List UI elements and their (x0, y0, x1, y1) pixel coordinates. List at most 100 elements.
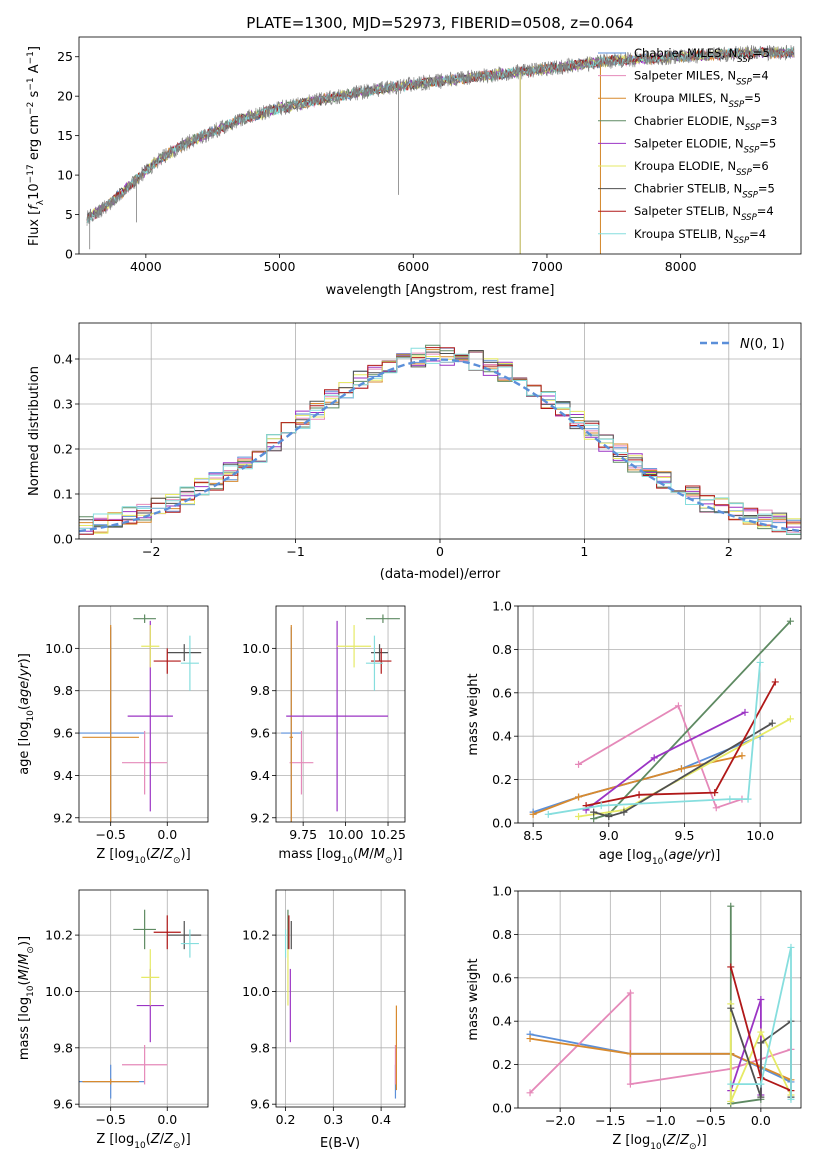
x-tick-label: 0.0 (157, 827, 177, 842)
weight-line (593, 620, 792, 820)
plot-area (79, 909, 202, 1099)
axes-frame (78, 605, 209, 823)
axes-frame (517, 605, 802, 824)
y-tick-label: 0 (65, 247, 73, 262)
x-tick-label: 0.2 (276, 1112, 296, 1127)
legend-entry: Salpeter ELODIE, NSSP=5 (634, 136, 776, 155)
normal-curve (79, 358, 801, 533)
y-tick-label: 10.0 (242, 984, 270, 999)
x-axis-label: E(B-V) (320, 1136, 360, 1151)
weight-marker (575, 793, 583, 801)
x-tick-label: −1.5 (595, 1113, 625, 1128)
weight-line (548, 662, 761, 816)
x-tick-label: 8.5 (523, 828, 543, 843)
weight-line (585, 711, 746, 811)
error-point (180, 929, 199, 958)
axes-frame (78, 36, 802, 255)
y-tick-label: 25 (57, 49, 73, 64)
panel-age-weight: 8.5 9.0 9.5 10.0 0.0 0.2 0.4 0.6 0.8 1.0 (492, 599, 802, 843)
x-axis-label: (data-model)/error (380, 567, 501, 582)
y-tick-label: 0.2 (492, 772, 512, 787)
y-axis-label: mass weight (466, 673, 481, 755)
weight-marker (626, 1080, 634, 1088)
x-tick-label: 5000 (264, 259, 296, 274)
x-tick-label: −0.5 (96, 827, 126, 842)
y-tick-label: 0.0 (492, 816, 512, 831)
weight-marker (727, 902, 735, 910)
weight-line (593, 722, 773, 818)
y-tick-label: 0.4 (492, 1014, 512, 1029)
y-tick-label: 0.3 (53, 397, 73, 412)
plot-area (86, 44, 795, 254)
error-point (122, 730, 168, 795)
weight-marker (768, 719, 776, 727)
x-axis-label: age [log10(age/yr)] (599, 848, 721, 867)
x-tick-label: 9.5 (675, 828, 695, 843)
legend-entry: Salpeter MILES, NSSP=4 (634, 69, 769, 88)
x-tick-label: 10.0 (746, 828, 774, 843)
weight-marker (597, 802, 605, 810)
y-tick-label: 9.8 (250, 1040, 270, 1055)
x-tick-label: −1.0 (645, 1113, 675, 1128)
weight-marker (605, 812, 613, 820)
y-tick-label: 10.2 (45, 928, 73, 943)
weight-line (730, 947, 792, 1100)
y-tick-label: 20 (57, 89, 73, 104)
weight-marker (757, 1093, 765, 1101)
legend-entry: Chabrier MILES, NSSP=5 (634, 46, 770, 65)
x-tick-label: −2 (142, 544, 160, 559)
panel-z-mass: −0.5 0.0 9.6 9.8 10.0 10.2 (45, 889, 209, 1127)
y-tick-label: 0.8 (492, 642, 512, 657)
legend-entry: Kroupa MILES, NSSP=5 (634, 91, 761, 110)
plot-area (281, 614, 400, 822)
axes-frame (275, 605, 406, 823)
error-point (122, 1045, 168, 1085)
y-tick-label: 0.4 (492, 729, 512, 744)
y-tick-label: 0.2 (492, 1057, 512, 1072)
x-tick-label: 9.0 (599, 828, 619, 843)
weight-marker (727, 963, 735, 971)
y-tick-label: 9.4 (53, 768, 73, 783)
error-point (371, 644, 389, 662)
axes-frame (78, 889, 209, 1108)
weight-marker (526, 1089, 534, 1097)
y-tick-label: 9.2 (53, 810, 73, 825)
weight-marker (756, 658, 764, 666)
panel-ebv-mass: 0.2 0.3 0.4 9.6 9.8 10.0 10.2 (242, 889, 406, 1127)
y-axis-label: mass weight (466, 958, 481, 1040)
y-tick-label: 9.8 (53, 1040, 73, 1055)
weight-line (729, 1003, 792, 1102)
weight-marker (590, 808, 598, 816)
weight-marker (650, 754, 658, 762)
weight-marker (712, 804, 720, 812)
axes-frame (275, 889, 406, 1108)
legend-entry: Salpeter STELIB, NSSP=4 (634, 204, 774, 223)
y-tick-label: 10.0 (45, 984, 73, 999)
weight-marker (757, 996, 765, 1003)
plot-area (79, 344, 801, 535)
x-tick-label: 0.3 (323, 1112, 343, 1127)
error-point (337, 625, 372, 668)
x-tick-label: 8000 (665, 259, 697, 274)
y-tick-label: 9.8 (250, 683, 270, 698)
y-tick-label: 10.0 (242, 641, 270, 656)
error-point (167, 921, 202, 950)
error-point (141, 625, 160, 668)
error-point (153, 648, 181, 674)
x-tick-label: 7000 (531, 259, 563, 274)
y-tick-label: 0.2 (53, 442, 73, 457)
x-tick-label: 0.4 (371, 1112, 391, 1127)
weight-marker (626, 1050, 634, 1058)
axes-frame (517, 890, 802, 1109)
error-point (82, 625, 139, 822)
x-axis-label: mass [log10(M/M⊙)] (278, 847, 402, 866)
error-point (180, 635, 199, 691)
error-point (286, 620, 389, 812)
weight-marker (757, 1039, 765, 1047)
error-point (153, 915, 181, 950)
panel-spectrum: 4000 5000 6000 7000 8000 0 5 10 15 20 25 (57, 36, 802, 274)
x-tick-label: −2.0 (545, 1113, 575, 1128)
y-tick-label: 9.6 (53, 1097, 73, 1112)
weight-line (578, 704, 743, 809)
y-tick-label: 15 (57, 128, 73, 143)
